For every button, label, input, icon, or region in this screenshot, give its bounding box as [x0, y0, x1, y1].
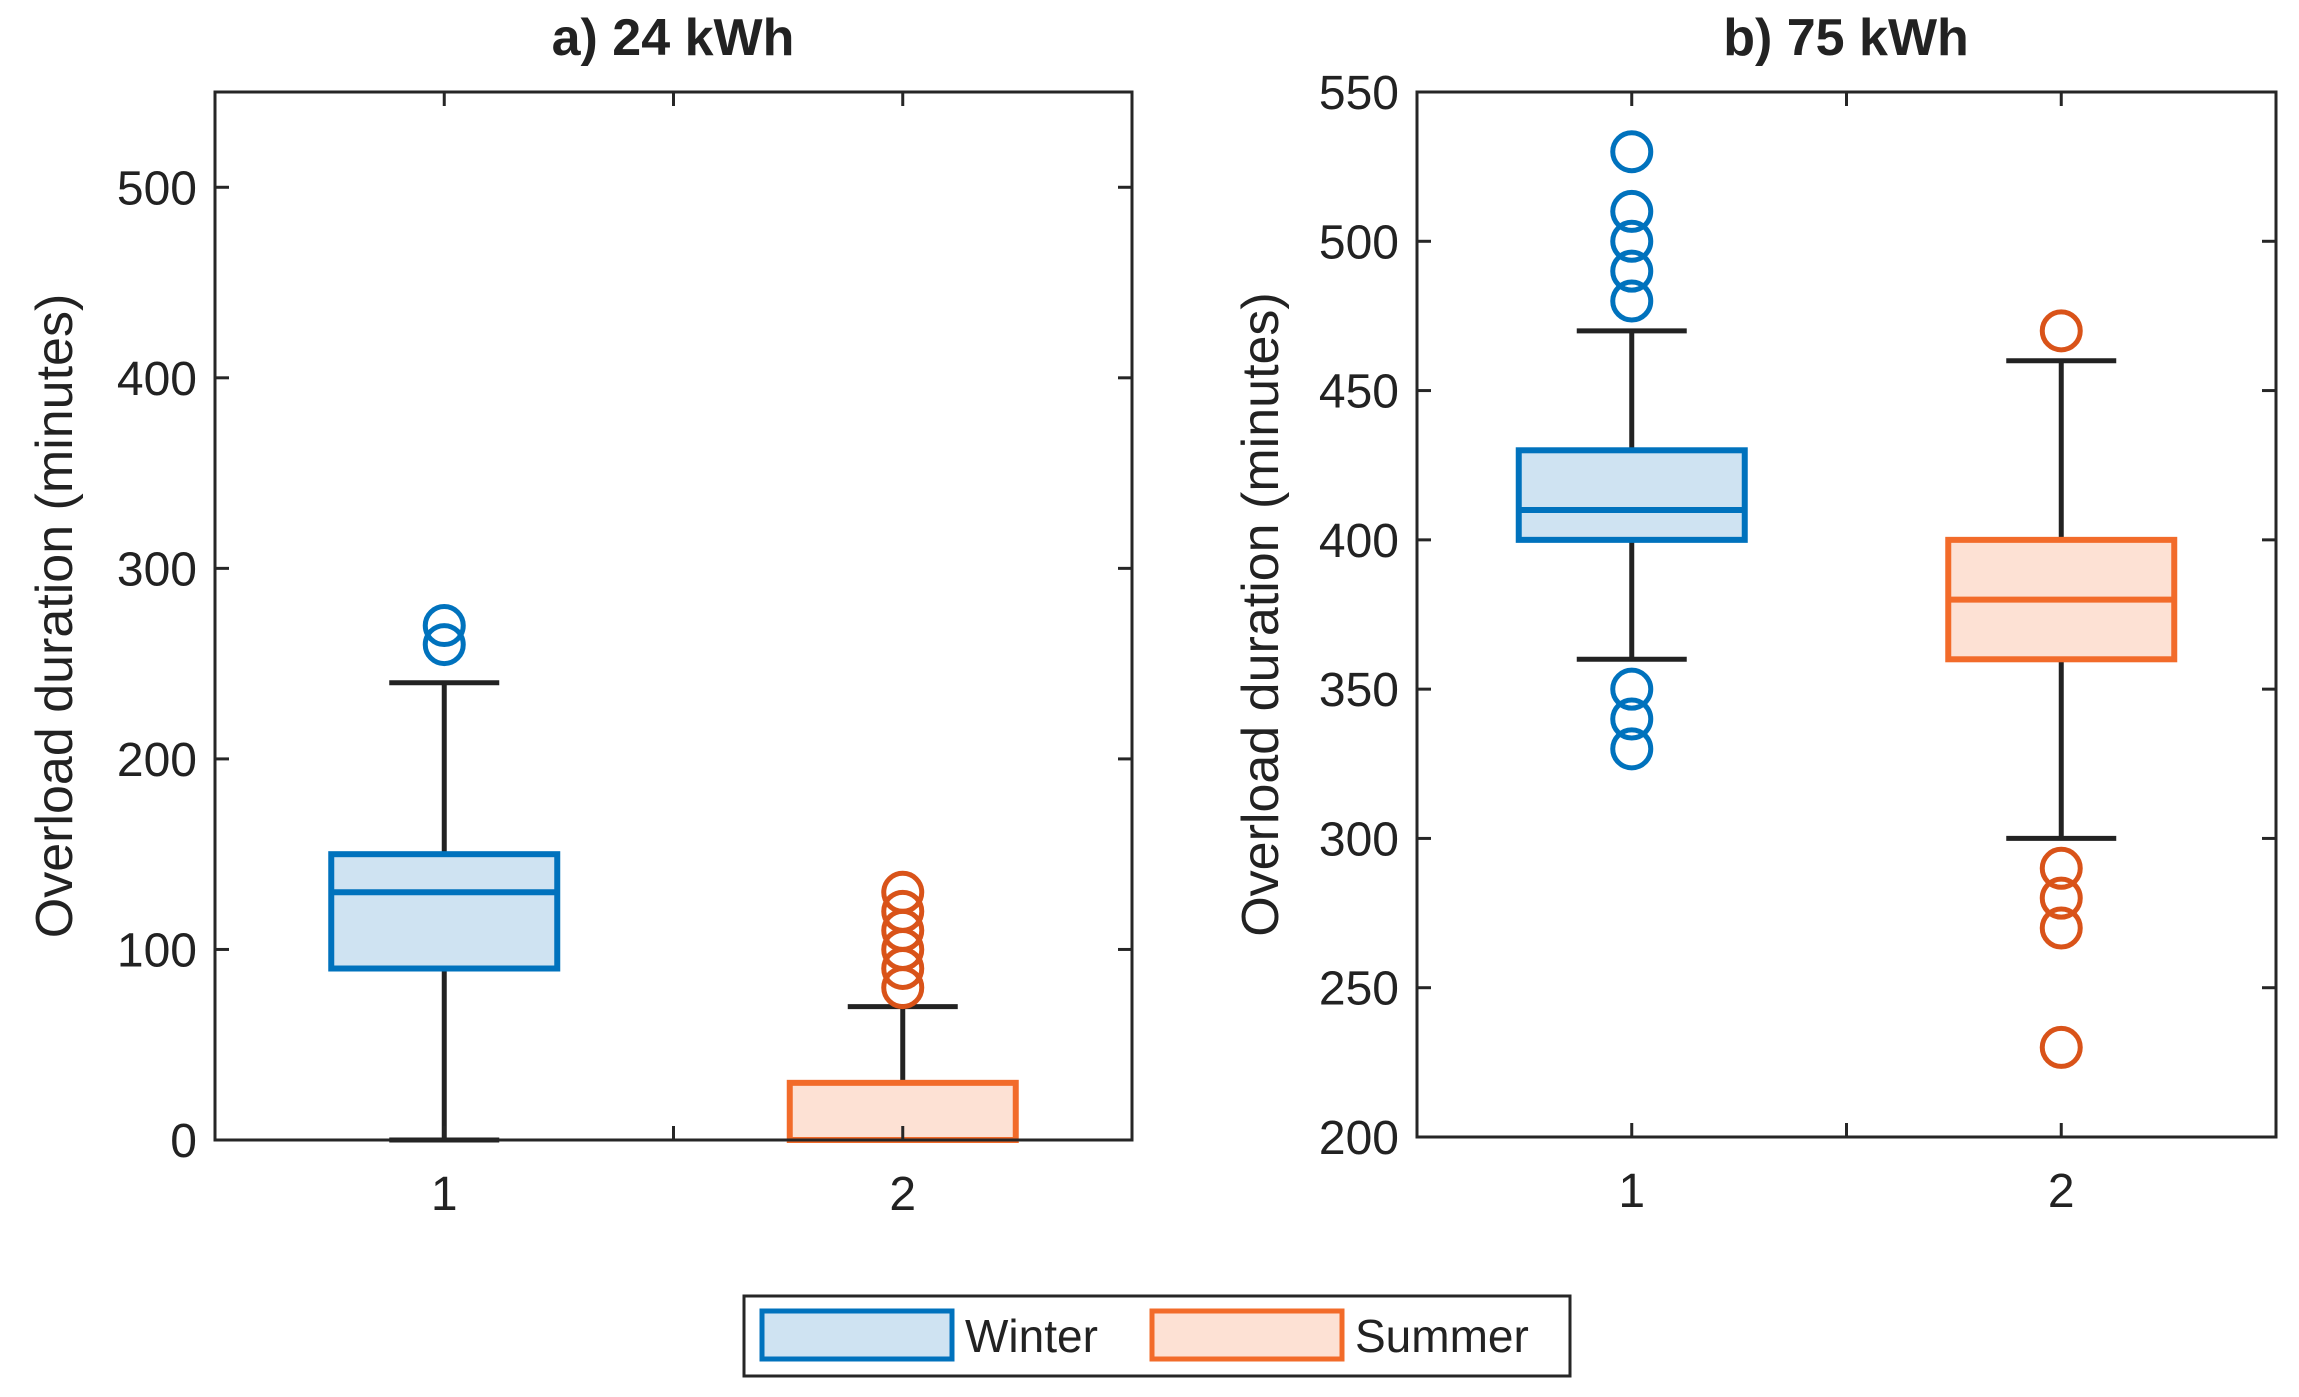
panel-b: b) 75 kWh Overload duration (minutes) 200 2… — [1232, 9, 2278, 1218]
y-tick-label: 250 — [1319, 963, 1399, 1016]
y-tick-label: 200 — [117, 734, 197, 787]
y-tick-label: 0 — [170, 1115, 197, 1168]
y-tick-label: 450 — [1319, 366, 1399, 419]
y-tick-label: 100 — [117, 924, 197, 977]
outlier-point — [1610, 130, 1654, 174]
outlier-point — [881, 870, 925, 914]
outlier-point — [422, 623, 466, 667]
y-tick-label: 500 — [1319, 216, 1399, 269]
box-summer — [786, 870, 1019, 1143]
outlier-point — [2039, 906, 2083, 950]
y-axis-label: Overload duration (minutes) — [26, 294, 84, 939]
x-tick-label: 1 — [431, 1168, 458, 1221]
chart-title: b) 75 kWh — [1723, 9, 1969, 67]
y-axis-label: Overload duration (minutes) — [1232, 292, 1290, 937]
x-tick-label: 2 — [2048, 1165, 2075, 1218]
chart-title: a) 24 kWh — [552, 9, 795, 67]
legend-swatch-summer — [1149, 1308, 1345, 1362]
panel-a: a) 24 kWh Overload duration (minutes) 0 100… — [26, 9, 1134, 1221]
box-iqr — [1515, 447, 1748, 543]
y-tick-label: 350 — [1319, 664, 1399, 717]
outlier-point — [1610, 279, 1654, 323]
outlier-point — [1610, 249, 1654, 293]
box-iqr — [328, 851, 561, 972]
legend-label-summer: Summer — [1355, 1310, 1529, 1362]
legend-label-winter: Winter — [965, 1310, 1098, 1362]
y-tick-label: 300 — [117, 543, 197, 596]
outlier-point — [1610, 727, 1654, 771]
outlier-point — [2039, 1025, 2083, 1069]
y-tick-label: 550 — [1319, 67, 1399, 120]
x-tick-label: 1 — [1618, 1165, 1645, 1218]
y-tick-label: 300 — [1319, 813, 1399, 866]
outlier-point — [2039, 309, 2083, 353]
box-winter — [1515, 130, 1748, 771]
outlier-point — [2039, 846, 2083, 890]
outlier-point — [1610, 667, 1654, 711]
y-tick-label: 500 — [117, 162, 197, 215]
outlier-point — [1610, 219, 1654, 263]
outlier-point — [2039, 876, 2083, 920]
box-winter — [328, 604, 561, 1143]
x-tick-label: 2 — [889, 1168, 916, 1221]
legend-swatch-winter — [759, 1308, 955, 1362]
y-tick-label: 400 — [117, 353, 197, 406]
outlier-point — [881, 889, 925, 933]
y-tick-label: 200 — [1319, 1112, 1399, 1165]
outlier-point — [1610, 697, 1654, 741]
outlier-point — [422, 604, 466, 648]
box-summer — [1945, 309, 2178, 1069]
y-tick-label: 400 — [1319, 515, 1399, 568]
legend: Winter Summer — [742, 1294, 1572, 1378]
axes-frame — [213, 90, 1134, 1142]
outlier-point — [1610, 189, 1654, 233]
